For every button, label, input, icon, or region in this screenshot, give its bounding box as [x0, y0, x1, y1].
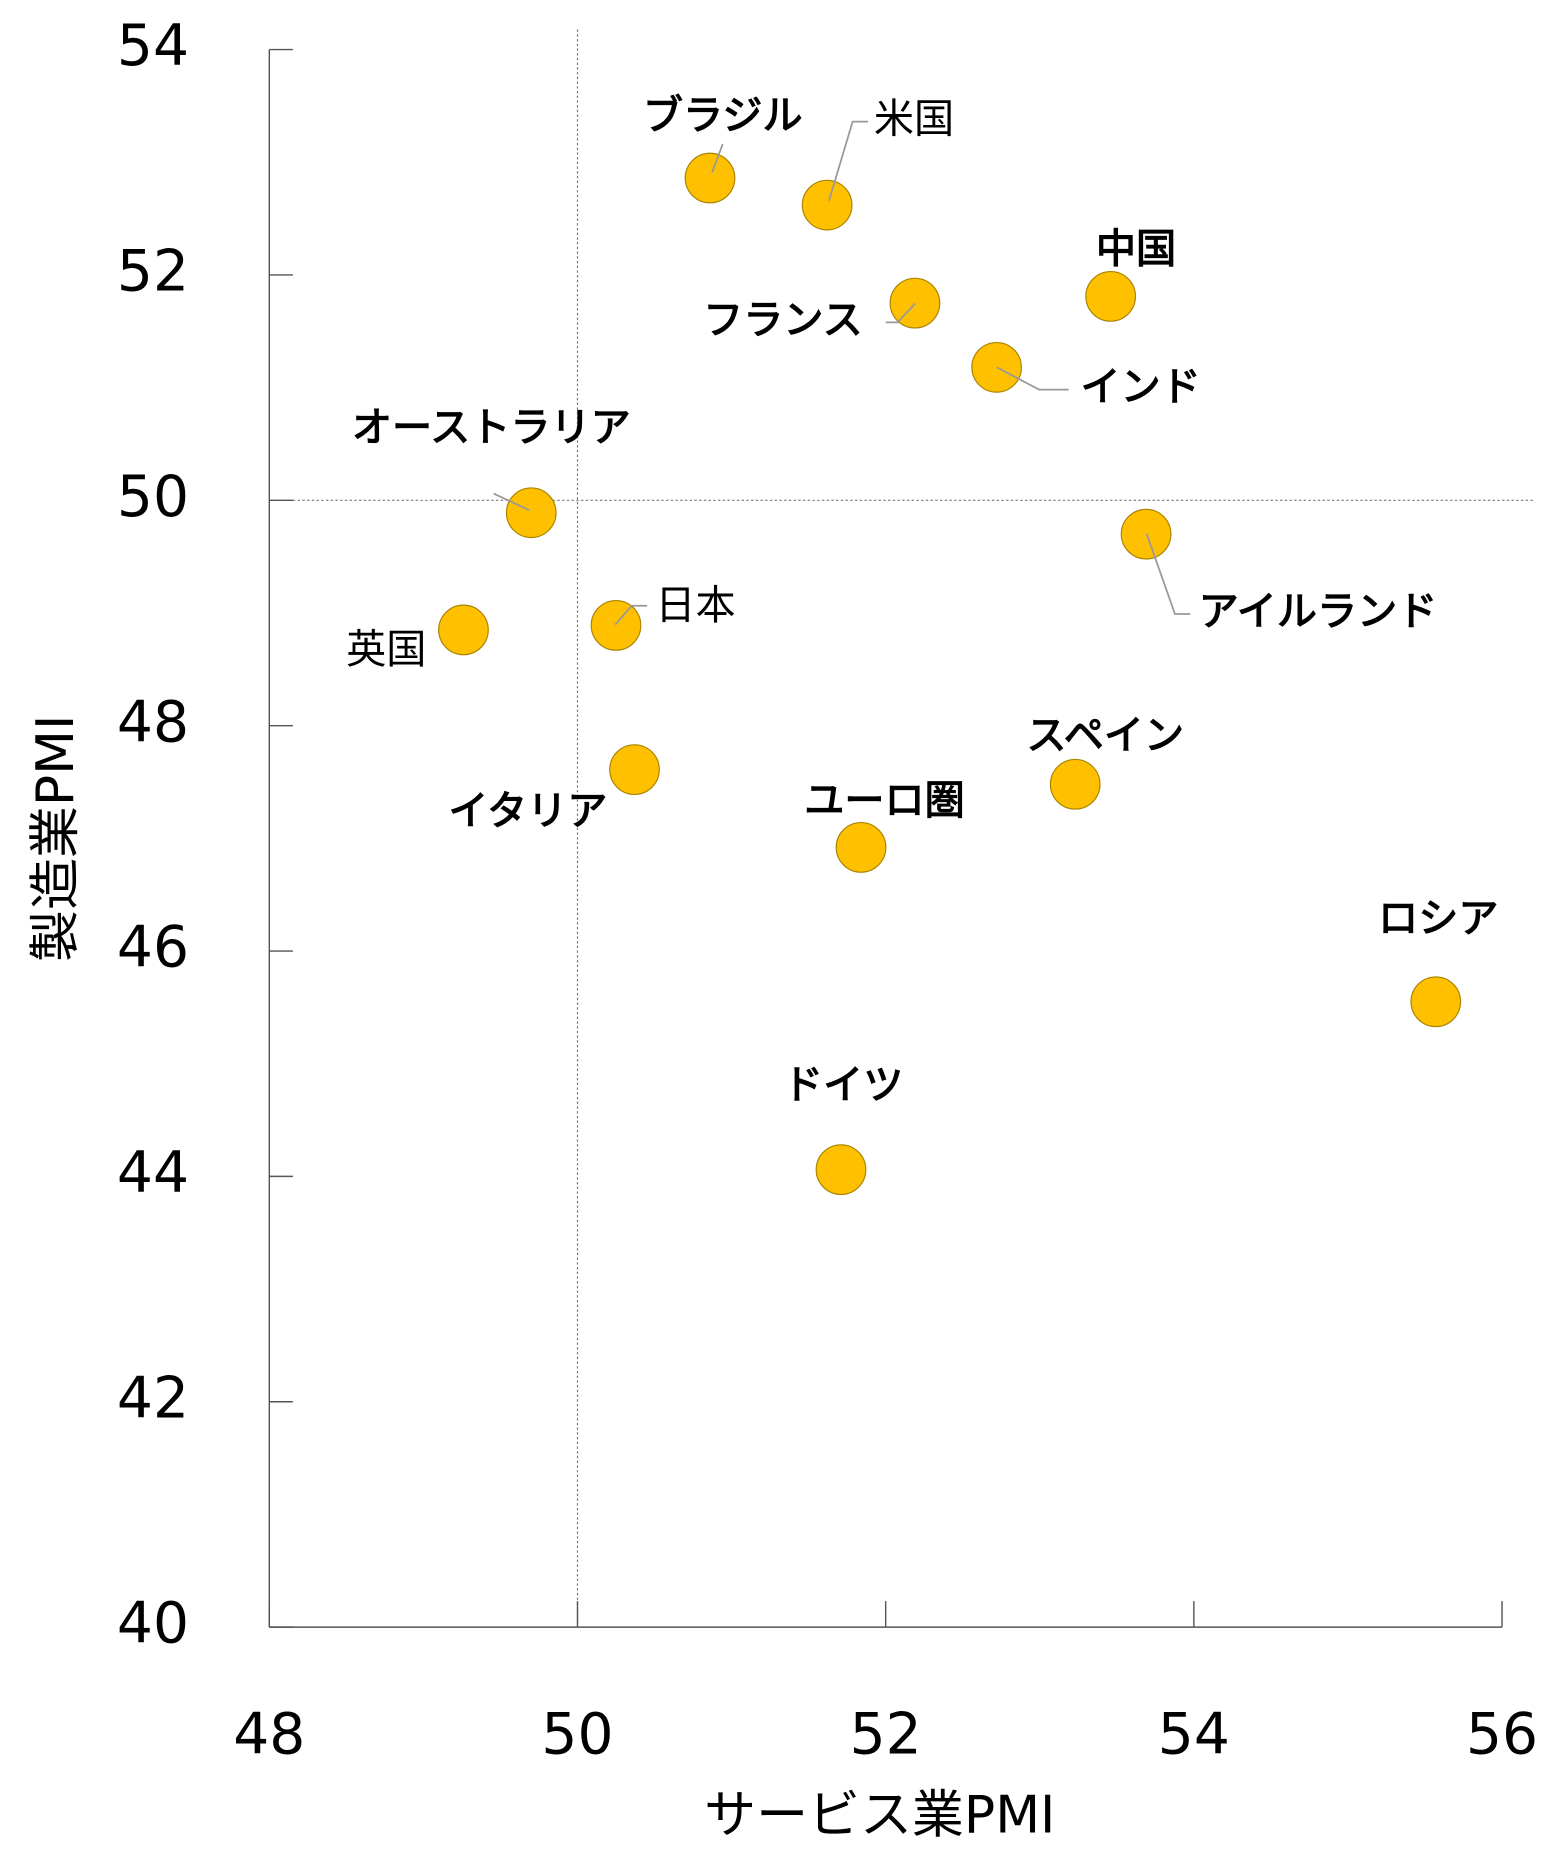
- x-tick-label: 54: [1158, 1702, 1230, 1768]
- point: [815, 1144, 867, 1196]
- y-tick-label: 54: [117, 13, 189, 79]
- x-tick-label: 56: [1466, 1702, 1538, 1768]
- point-label: ブラジル: [643, 93, 803, 139]
- leader-line: [885, 302, 916, 324]
- y-axis-title: 製造業PMI: [26, 715, 86, 962]
- x-axis-title: サービス業PMI: [704, 1785, 1055, 1845]
- point-label: スペイン: [1026, 713, 1184, 759]
- point-label: オーストラリア: [352, 405, 631, 451]
- x-tick-label: 52: [850, 1702, 922, 1768]
- x-tick-label: 50: [541, 1702, 613, 1768]
- point-label: 米国: [874, 97, 954, 143]
- point-label: アイルランド: [1199, 589, 1438, 635]
- point-label: ユーロ圏: [804, 778, 965, 824]
- point: [1085, 270, 1137, 322]
- y-tick-label: 52: [117, 239, 189, 305]
- point-label: インド: [1081, 365, 1201, 411]
- point: [1410, 976, 1462, 1028]
- leader-line: [614, 604, 648, 626]
- point: [505, 487, 557, 539]
- point: [609, 744, 660, 796]
- point: [889, 277, 941, 329]
- point: [801, 179, 853, 231]
- x-tick-label: 48: [233, 1702, 305, 1768]
- point: [1049, 758, 1101, 810]
- y-tick-label: 46: [117, 915, 189, 981]
- leader-line: [493, 492, 530, 511]
- point: [684, 152, 736, 204]
- y-tick-label: 50: [117, 464, 189, 530]
- leader-line: [996, 366, 1069, 391]
- point-label: ドイツ: [783, 1062, 903, 1108]
- point-label: イタリア: [448, 789, 607, 835]
- point: [835, 821, 887, 873]
- point-label: 英国: [346, 627, 426, 673]
- y-tick-label: 44: [117, 1140, 189, 1206]
- y-tick-label: 40: [117, 1591, 189, 1657]
- point: [590, 599, 642, 651]
- leader-line: [828, 120, 868, 201]
- leader-line: [711, 143, 724, 173]
- point-label: 中国: [1096, 227, 1176, 273]
- leader-line: [1145, 533, 1191, 615]
- point-label: 日本: [655, 583, 735, 629]
- y-tick-label: 42: [117, 1365, 189, 1431]
- point-label: フランス: [703, 297, 863, 343]
- y-tick-label: 48: [117, 689, 189, 755]
- point-label: ロシア: [1378, 896, 1498, 942]
- point: [438, 604, 489, 656]
